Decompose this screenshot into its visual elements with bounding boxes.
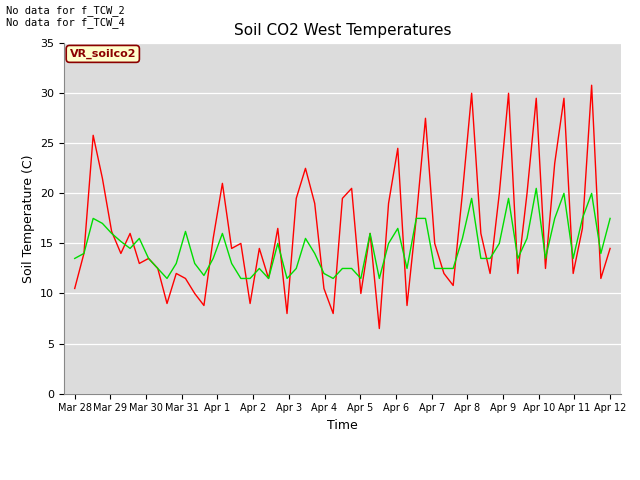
X-axis label: Time: Time: [327, 419, 358, 432]
Text: No data for f_TCW_2
No data for f_TCW_4: No data for f_TCW_2 No data for f_TCW_4: [6, 5, 125, 28]
Text: VR_soilco2: VR_soilco2: [70, 49, 136, 59]
Y-axis label: Soil Temperature (C): Soil Temperature (C): [22, 154, 35, 283]
Title: Soil CO2 West Temperatures: Soil CO2 West Temperatures: [234, 23, 451, 38]
